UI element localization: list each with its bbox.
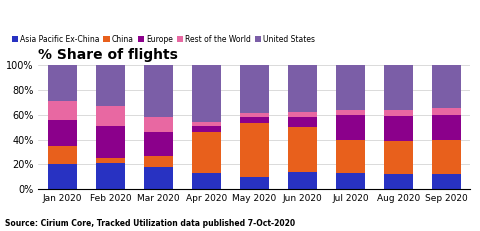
Bar	[192, 173, 221, 189]
Bar	[384, 174, 413, 189]
Bar	[96, 126, 125, 158]
Bar	[144, 167, 173, 189]
Bar	[192, 65, 221, 122]
Bar	[240, 113, 269, 117]
Bar	[48, 120, 77, 146]
Bar	[384, 116, 413, 141]
Bar	[240, 123, 269, 177]
Bar	[384, 141, 413, 174]
Bar	[96, 163, 125, 189]
Bar	[432, 65, 461, 108]
Bar	[336, 173, 365, 189]
Bar	[192, 122, 221, 126]
Bar	[144, 117, 173, 132]
Bar	[240, 117, 269, 123]
Bar	[336, 140, 365, 173]
Bar	[96, 106, 125, 126]
Bar	[288, 65, 317, 112]
Bar	[48, 65, 77, 101]
Bar	[144, 65, 173, 117]
Bar	[288, 117, 317, 127]
Bar	[48, 164, 77, 189]
Bar	[288, 112, 317, 117]
Bar	[144, 156, 173, 167]
Bar	[336, 115, 365, 140]
Bar	[336, 109, 365, 115]
Bar	[192, 132, 221, 173]
Bar	[48, 146, 77, 164]
Bar	[96, 65, 125, 106]
Text: Source: Cirium Core, Tracked Utilization data published 7-Oct-2020: Source: Cirium Core, Tracked Utilization…	[5, 219, 295, 228]
Bar	[288, 172, 317, 189]
Bar	[432, 174, 461, 189]
Bar	[48, 101, 77, 120]
Bar	[240, 177, 269, 189]
Bar	[432, 140, 461, 174]
Bar	[288, 127, 317, 172]
Text: % Share of flights: % Share of flights	[38, 48, 178, 62]
Bar	[192, 126, 221, 132]
Bar	[432, 115, 461, 140]
Bar	[384, 109, 413, 116]
Bar	[432, 108, 461, 115]
Bar	[240, 65, 269, 113]
Legend: Asia Pacific Ex-China, China, Europe, Rest of the World, United States: Asia Pacific Ex-China, China, Europe, Re…	[9, 32, 318, 47]
Bar	[384, 65, 413, 109]
Bar	[336, 65, 365, 109]
Bar	[144, 132, 173, 156]
Bar	[96, 158, 125, 163]
